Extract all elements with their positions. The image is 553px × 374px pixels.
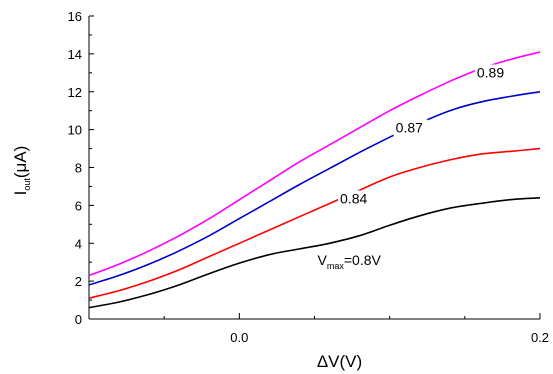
series-line-3 bbox=[88, 51, 541, 277]
y-tick-label: 12 bbox=[68, 85, 82, 100]
curves bbox=[88, 51, 541, 309]
x-tick-label: 0.0 bbox=[230, 330, 248, 345]
y-tick-label: 4 bbox=[75, 236, 82, 251]
series-label-bg-1 bbox=[338, 190, 373, 208]
y-tick-label: 10 bbox=[68, 123, 82, 138]
series-label-0: Vmax=0.8V bbox=[318, 252, 382, 271]
series-label-3: 0.89 bbox=[477, 65, 504, 81]
x-tick-label: 0.2 bbox=[531, 330, 549, 345]
y-tick-label: 16 bbox=[68, 9, 82, 24]
series-line-1 bbox=[88, 147, 541, 299]
series-line-0 bbox=[88, 197, 541, 309]
axes: 0 2 4 6 8 10 12 14 16 0.0 0.2 ΔV(V) Iout(μA) bbox=[11, 9, 549, 371]
series-label-2: 0.87 bbox=[396, 119, 423, 135]
series-label-1: 0.84 bbox=[340, 190, 367, 206]
y-tick-label: 6 bbox=[75, 198, 82, 213]
series-label-bg-0 bbox=[315, 252, 388, 270]
y-tick-label: 14 bbox=[68, 47, 82, 62]
y-tick-label: 2 bbox=[75, 274, 82, 289]
y-axis-title: Iout(μA) bbox=[11, 146, 32, 196]
series-label-bg-2 bbox=[393, 119, 428, 137]
y-tick-label: 0 bbox=[75, 312, 82, 327]
series-line-2 bbox=[88, 91, 541, 286]
y-tick-label: 8 bbox=[75, 161, 82, 176]
x-axis-title: ΔV(V) bbox=[317, 352, 362, 371]
curve-labels: Vmax=0.8V 0.84 0.87 0.89 bbox=[315, 64, 509, 271]
series-label-bg-3 bbox=[474, 64, 509, 82]
